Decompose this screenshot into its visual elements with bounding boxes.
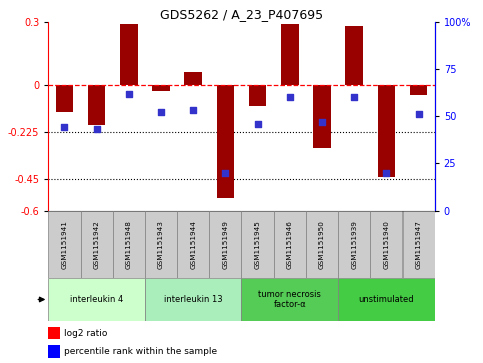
Point xyxy=(415,111,423,117)
Bar xyxy=(216,85,234,198)
Bar xyxy=(338,211,370,278)
Bar xyxy=(242,211,274,278)
Text: interleukin 4: interleukin 4 xyxy=(70,295,123,304)
Point xyxy=(318,119,326,125)
Bar xyxy=(410,85,427,95)
Bar xyxy=(48,211,81,278)
Text: GSM1151939: GSM1151939 xyxy=(351,220,357,269)
Point xyxy=(189,107,197,113)
Bar xyxy=(345,26,363,85)
Text: percentile rank within the sample: percentile rank within the sample xyxy=(64,347,217,356)
Bar xyxy=(274,211,306,278)
Bar xyxy=(48,278,145,321)
Bar xyxy=(402,211,435,278)
Point xyxy=(350,94,358,100)
Bar xyxy=(145,211,177,278)
Text: GSM1151945: GSM1151945 xyxy=(255,220,261,269)
Bar xyxy=(185,72,202,85)
Bar xyxy=(249,85,267,106)
Text: log2 ratio: log2 ratio xyxy=(64,329,107,338)
Title: GDS5262 / A_23_P407695: GDS5262 / A_23_P407695 xyxy=(160,8,323,21)
Point xyxy=(254,121,261,127)
Bar xyxy=(370,211,402,278)
Text: GSM1151948: GSM1151948 xyxy=(126,220,132,269)
Text: GSM1151942: GSM1151942 xyxy=(94,220,99,269)
Bar xyxy=(145,278,242,321)
Bar xyxy=(81,211,113,278)
Text: GSM1151940: GSM1151940 xyxy=(384,220,389,269)
Text: interleukin 13: interleukin 13 xyxy=(164,295,223,304)
Bar xyxy=(378,85,395,177)
Bar xyxy=(88,85,105,125)
Text: GSM1151949: GSM1151949 xyxy=(222,220,228,269)
Text: GSM1151943: GSM1151943 xyxy=(158,220,164,269)
Text: tumor necrosis
factor-α: tumor necrosis factor-α xyxy=(258,290,321,309)
Point xyxy=(157,110,165,115)
Bar xyxy=(242,278,338,321)
Point xyxy=(383,170,390,176)
Text: unstimulated: unstimulated xyxy=(358,295,414,304)
Bar xyxy=(56,85,73,112)
Point xyxy=(286,94,294,100)
Bar xyxy=(152,85,170,91)
Bar xyxy=(281,24,298,85)
Text: GSM1151941: GSM1151941 xyxy=(61,220,68,269)
Bar xyxy=(338,278,435,321)
Text: GSM1151950: GSM1151950 xyxy=(319,220,325,269)
Point xyxy=(125,91,133,97)
Point xyxy=(93,126,100,132)
Bar xyxy=(209,211,242,278)
Bar xyxy=(113,211,145,278)
Text: GSM1151944: GSM1151944 xyxy=(190,220,196,269)
Bar xyxy=(120,24,138,85)
Bar xyxy=(177,211,209,278)
Bar xyxy=(313,85,331,148)
Bar xyxy=(48,327,60,339)
Point xyxy=(60,125,68,130)
Text: GSM1151947: GSM1151947 xyxy=(415,220,422,269)
Point xyxy=(222,170,229,176)
Bar xyxy=(48,345,60,358)
Text: GSM1151946: GSM1151946 xyxy=(287,220,293,269)
Bar xyxy=(306,211,338,278)
